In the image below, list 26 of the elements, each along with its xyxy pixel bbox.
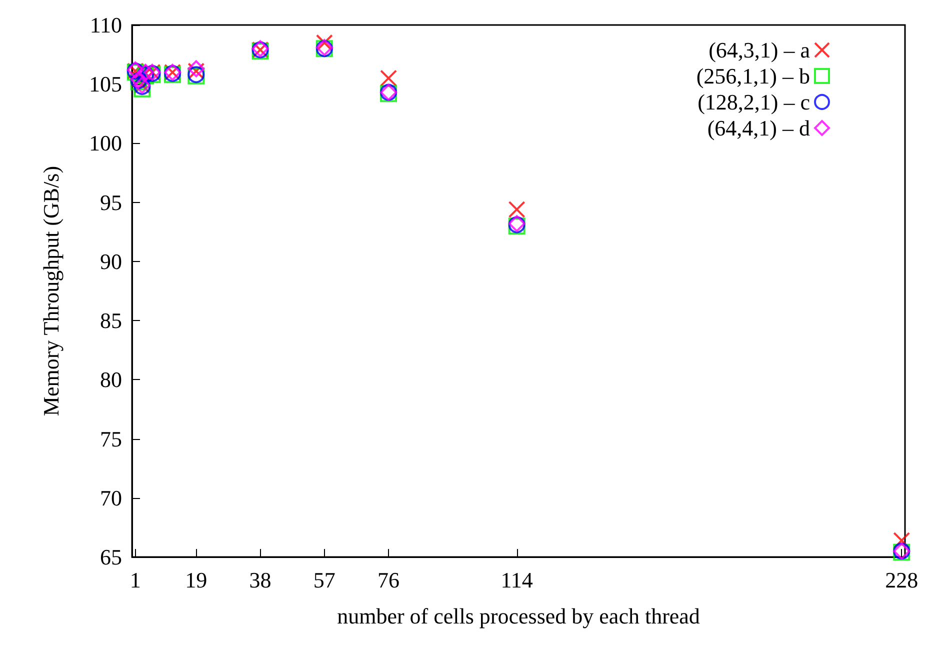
x-axis-title: number of cells processed by each thread (337, 604, 700, 628)
y-tick-label: 70 (100, 485, 122, 510)
x-tick-label: 19 (185, 568, 208, 592)
y-tick-label: 65 (100, 544, 122, 570)
legend-label: (256,1,1) – b (696, 64, 810, 88)
legend-label: (64,3,1) – a (708, 38, 810, 62)
point (316, 34, 333, 52)
y-axis-title: Memory Throughput (GB/s) (38, 166, 64, 416)
y-tick-label: 110 (90, 12, 122, 38)
x-tick-label: 228 (885, 568, 918, 592)
y-tick-label: 105 (89, 72, 122, 97)
point (508, 200, 526, 218)
x-tick-label: 114 (500, 568, 533, 592)
y-tick-label: 80 (100, 367, 122, 392)
y-tick-label: 100 (89, 130, 122, 156)
x-tick-label: 76 (378, 568, 400, 592)
y-tick-label: 95 (100, 190, 122, 215)
legend-label: (64,4,1) – d (707, 116, 810, 140)
point (380, 70, 398, 87)
y-tick-label: 75 (100, 426, 122, 452)
x-tick-label: 38 (249, 568, 272, 592)
x-tick-label: 1 (130, 568, 141, 592)
y-tick-label: 85 (100, 308, 122, 334)
legend-label: (128,2,1) – c (698, 90, 810, 114)
x-tick-label: 57 (313, 568, 336, 592)
y-tick-label: 90 (100, 248, 122, 274)
